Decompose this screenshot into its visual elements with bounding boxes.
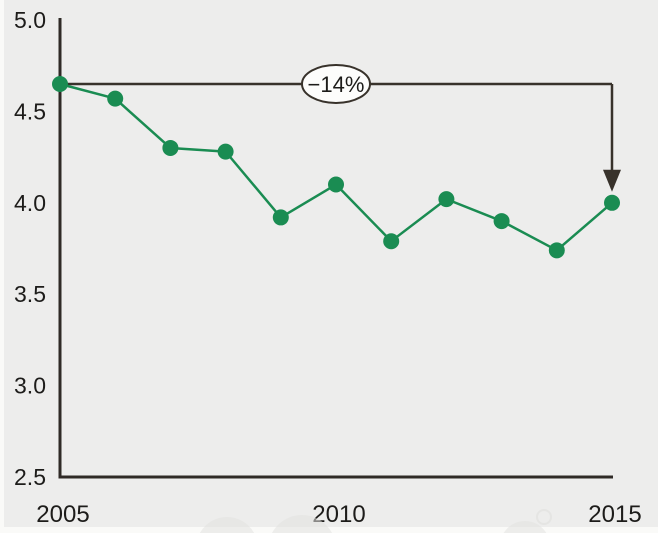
data-point-2005 [52,75,68,92]
watermark-ring [536,509,552,525]
scan-edge-left [0,0,4,533]
data-point-2010 [328,176,344,193]
trend-line [59,82,613,252]
data-point-2009 [272,209,289,226]
data-point-2012 [438,191,455,208]
x-axis-label: 2015 [588,501,641,528]
data-point-2013 [493,213,510,230]
watermark-blob [500,521,550,533]
annotation-callout [301,63,371,104]
data-point-2008 [217,143,234,160]
y-axis-label: 5.0 [14,7,46,33]
annotation-label: −14% [308,72,365,97]
y-axis-label: 3.5 [14,281,46,307]
data-point-2014 [548,242,565,259]
data-point-2015 [604,194,620,211]
data-point-2007 [162,139,179,156]
y-axis-label: 4.0 [14,190,46,216]
watermark-blob [196,517,258,533]
y-axis-label: 3.0 [14,373,46,399]
x-axis-label: 2005 [36,501,89,528]
data-point-2006 [107,90,124,107]
y-axis-label: 4.5 [14,98,46,124]
annotation-arrowhead-icon [603,169,621,192]
data-point-2011 [383,233,400,250]
y-axis-label: 2.5 [14,464,46,490]
watermark-blob [268,515,336,533]
